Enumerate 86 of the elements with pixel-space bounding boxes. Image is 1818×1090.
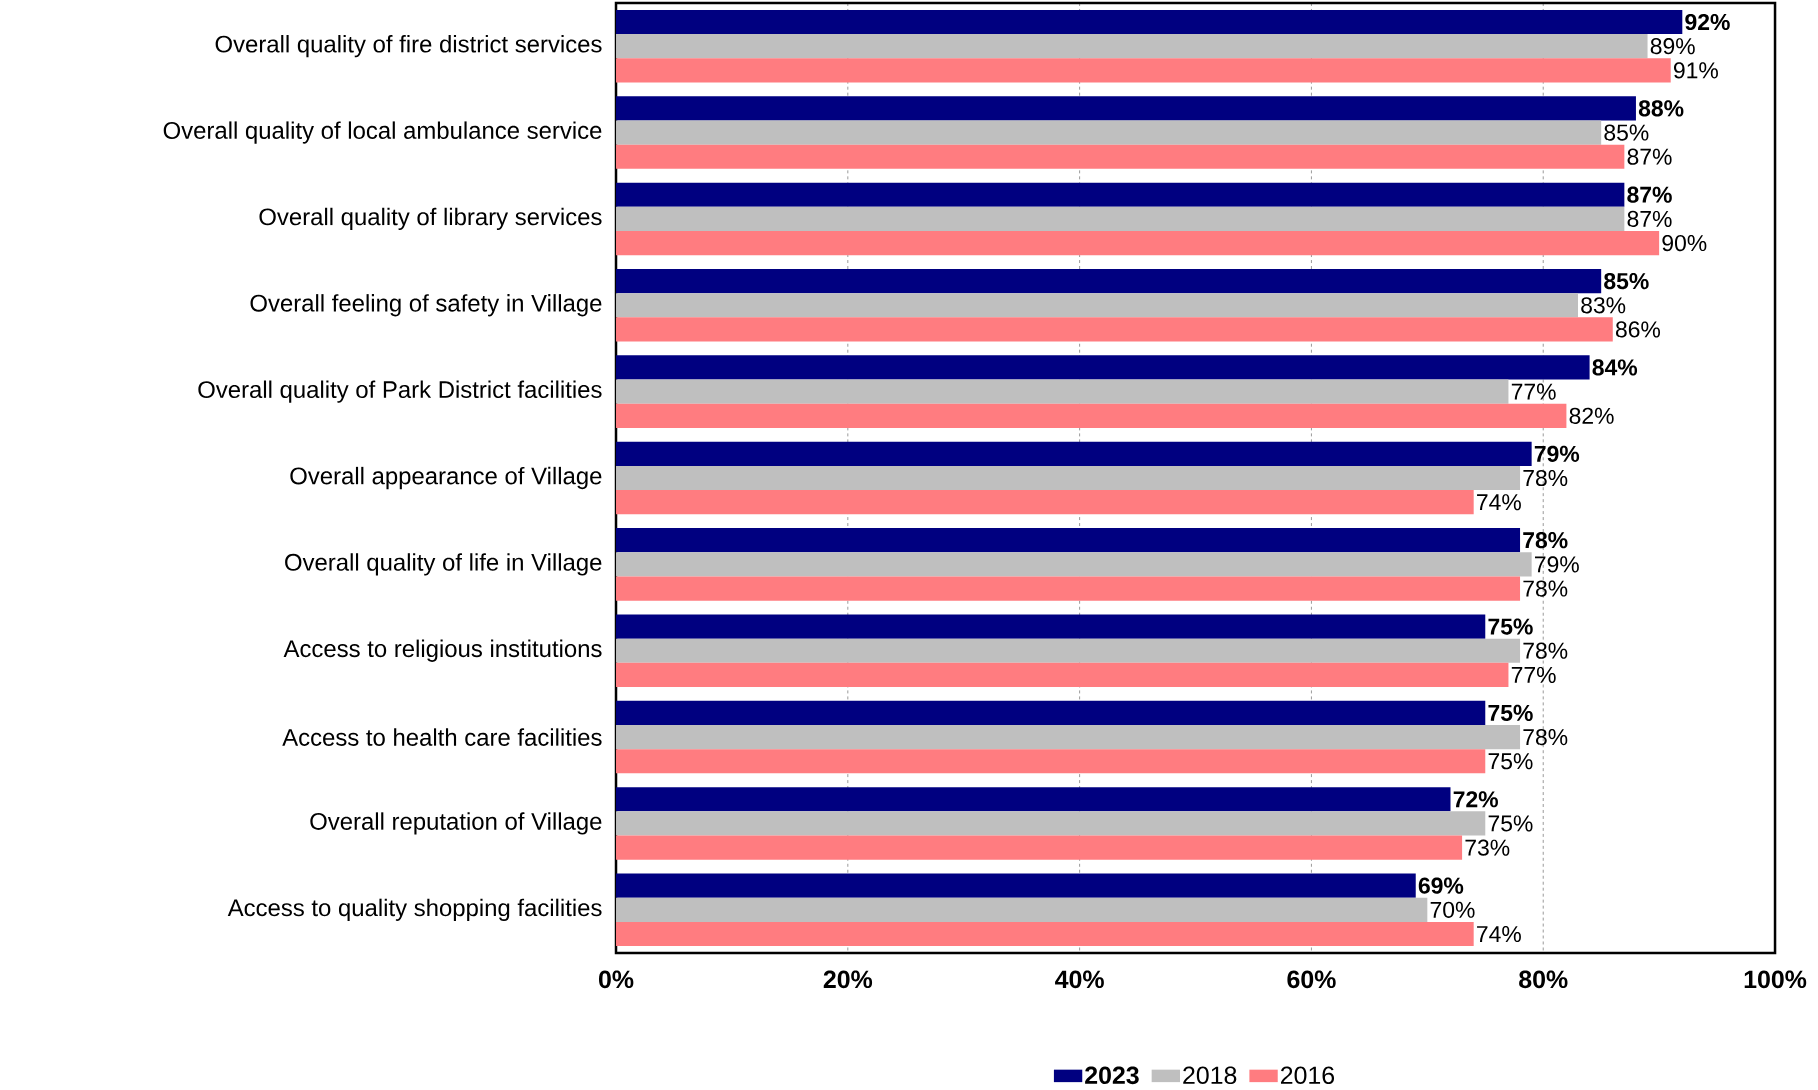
data-label: 74%: [1477, 925, 1521, 943]
data-label: 87%: [1627, 210, 1672, 228]
y-tick-label: Overall quality of life in Village: [285, 553, 602, 576]
data-label: 90%: [1662, 234, 1707, 252]
data-label: 78%: [1523, 642, 1568, 659]
data-label: 78%: [1523, 532, 1568, 549]
legend-label: 2016: [1280, 1066, 1335, 1085]
x-tick-label: 60%: [1287, 970, 1336, 989]
bar: [616, 9, 1683, 35]
data-label: 88%: [1638, 100, 1684, 117]
y-tick-label: Overall appearance of Village: [290, 466, 602, 490]
data-label: 89%: [1650, 38, 1695, 55]
data-label: 79%: [1534, 445, 1580, 462]
data-label: 69%: [1418, 877, 1464, 894]
y-tick-label: Access to quality shopping facilities: [227, 898, 602, 921]
data-label: 92%: [1685, 13, 1730, 31]
legend-label: 2023: [1085, 1066, 1139, 1085]
y-tick-label: Access to health care facilities: [282, 728, 602, 746]
data-label: 70%: [1430, 901, 1475, 918]
data-label: 78%: [1523, 728, 1568, 746]
data-label: 78%: [1523, 580, 1568, 597]
bar: [616, 34, 1648, 59]
x-tick-label: 80%: [1519, 970, 1568, 989]
bar: [616, 293, 1578, 318]
bar: [616, 638, 1521, 663]
bar: [616, 552, 1532, 577]
data-label: 84%: [1592, 359, 1638, 376]
legend-label: 2018: [1183, 1066, 1237, 1085]
y-tick-label: Overall quality of library services: [259, 207, 602, 231]
y-tick-label: Overall quality of local ambulance service: [163, 121, 602, 144]
bar: [616, 379, 1509, 404]
bar: [616, 614, 1486, 639]
bar: [616, 662, 1509, 688]
data-label: 83%: [1581, 297, 1626, 314]
bar: [616, 835, 1463, 860]
bar: [616, 317, 1613, 342]
bar: [616, 206, 1625, 231]
bar: [616, 749, 1486, 774]
bar: [616, 96, 1636, 121]
bar: [616, 465, 1521, 491]
y-tick-label: Access to religious institutions: [283, 639, 602, 662]
y-tick-label: Overall feeling of safety in Village: [250, 294, 602, 317]
data-label: 86%: [1615, 321, 1661, 338]
bar: [616, 576, 1521, 601]
bar: [616, 403, 1567, 428]
data-label: 75%: [1488, 704, 1533, 721]
bar: [616, 355, 1590, 380]
data-label: 77%: [1511, 383, 1556, 400]
bar: [616, 490, 1474, 515]
y-tick-label: Overall quality of Park District facilities: [198, 380, 602, 403]
bar: [616, 787, 1451, 812]
data-label: 87%: [1627, 186, 1672, 203]
bar: [616, 897, 1428, 922]
data-label: 77%: [1511, 666, 1556, 683]
bar: [616, 700, 1486, 726]
data-label: 82%: [1569, 407, 1614, 424]
data-label: 73%: [1465, 839, 1510, 856]
bar: [616, 921, 1474, 947]
bar: [616, 269, 1602, 294]
x-tick-label: 0%: [598, 970, 634, 989]
data-label: 79%: [1535, 556, 1579, 573]
data-label: 85%: [1604, 272, 1649, 290]
data-label: 72%: [1453, 791, 1498, 808]
data-label: 75%: [1488, 753, 1533, 770]
bar: [616, 182, 1625, 207]
bar: [616, 144, 1625, 169]
bar: [616, 811, 1486, 836]
y-tick-label: Overall reputation of Village: [310, 812, 602, 835]
bar: [616, 528, 1521, 553]
x-tick-label: 100%: [1744, 970, 1807, 989]
bar: [616, 441, 1532, 466]
data-label: 78%: [1523, 469, 1568, 487]
data-label: 75%: [1488, 618, 1533, 635]
data-label: 85%: [1604, 124, 1649, 141]
bar: [616, 725, 1521, 750]
x-tick-label: 20%: [823, 970, 873, 989]
bar: [616, 230, 1660, 256]
data-label: 75%: [1488, 815, 1533, 832]
bar: [616, 873, 1416, 898]
data-label: 74%: [1477, 494, 1521, 511]
data-label: 87%: [1627, 148, 1672, 165]
bar: [616, 58, 1671, 83]
data-label: 91%: [1674, 62, 1718, 79]
x-tick-label: 40%: [1055, 970, 1104, 989]
y-tick-label: Overall quality of fire district services: [215, 35, 602, 58]
bar: [616, 120, 1602, 145]
